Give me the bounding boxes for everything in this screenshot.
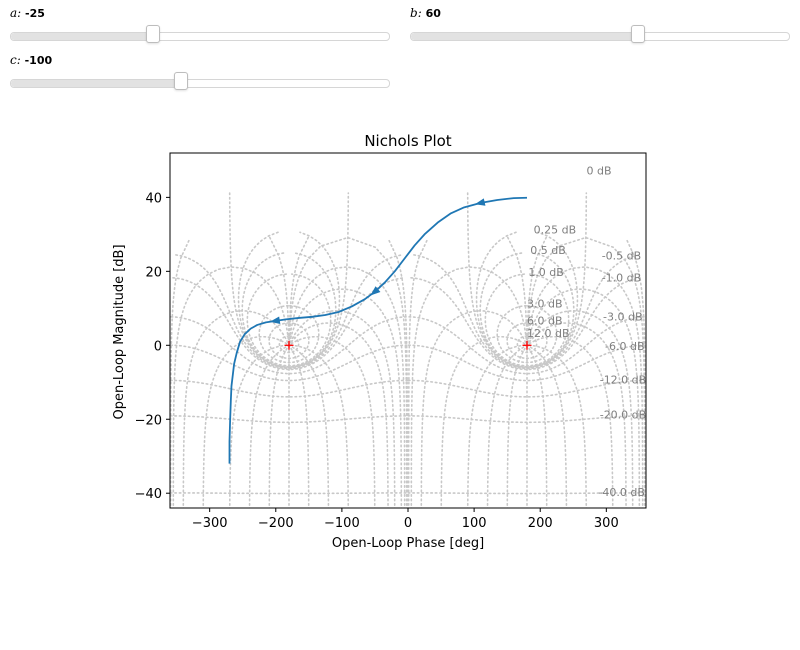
contour-label: 6.0 dB [527,314,563,327]
grid-n-contour [183,311,289,640]
y-axis-label: Open-Loop Magnitude [dB] [112,244,127,419]
grid-n-contour [289,311,395,640]
x-tick-label: −100 [324,516,360,531]
grid-n-contour [527,345,567,640]
contour-label: -40.0 dB [598,486,645,499]
y-tick-label: 20 [145,265,162,280]
x-tick-label: 300 [594,516,619,531]
x-tick-label: −300 [192,516,228,531]
y-tick-label: −20 [135,413,162,428]
grid-n-contour [527,311,633,640]
grid-n-contour [203,337,289,640]
y-tick-label: 40 [145,191,162,206]
grid-n-contour [527,323,626,640]
contour-label: -1.0 dB [602,272,642,285]
contour-label: -12.0 dB [600,373,647,386]
x-axis-label: Open-Loop Phase [deg] [332,536,484,551]
contour-label: 0.5 dB [530,244,566,257]
contour-label: 3.0 dB [527,298,563,311]
grid-n-contour [507,345,527,640]
grid-n-contour [441,337,527,640]
y-tick-label: −40 [135,487,162,502]
grid-n-contour [269,345,289,640]
x-tick-label: 0 [404,516,412,531]
grid-n-contour [289,337,375,640]
x-tick-label: 100 [462,516,487,531]
grid-n-contour [289,238,407,641]
grid-m-contour [170,493,407,494]
contour-label: -20.0 dB [600,409,647,422]
contour-label: -0.5 dB [602,250,642,263]
series-layer [230,198,528,464]
series-line [230,198,528,464]
grid-n-contour [289,289,401,640]
contour-label: -3.0 dB [603,311,643,324]
chart-title: Nichols Plot [364,132,451,150]
x-tick-label: −200 [258,516,294,531]
direction-arrow [474,198,485,208]
grid-n-contour [289,345,329,640]
nichols-grid [170,193,645,640]
grid-n-contour [421,311,527,640]
contour-label: 1.0 dB [528,266,564,279]
y-tick-label: 0 [154,339,162,354]
x-tick-label: 200 [528,516,553,531]
contour-label: -6.0 dB [605,340,645,353]
contour-label: 12.0 dB [527,327,570,340]
grid-n-contour [289,323,388,640]
contour-label: 0 dB [587,164,612,177]
contour-label: 0.25 dB [534,224,577,237]
